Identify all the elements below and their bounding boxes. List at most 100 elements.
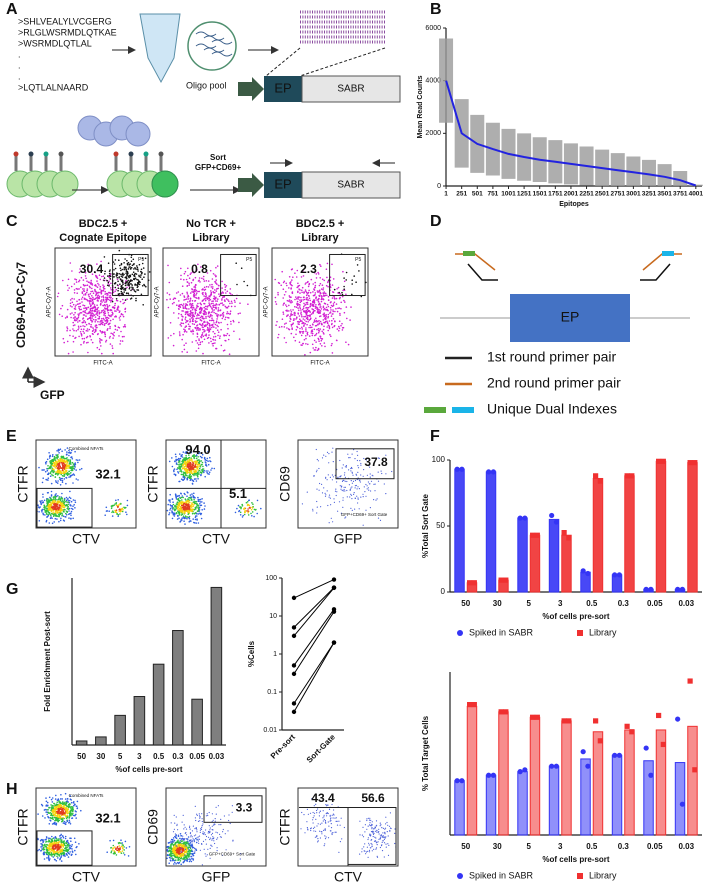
event-dot (195, 522, 197, 524)
event-dot (184, 523, 186, 525)
receptor-tip (13, 151, 19, 157)
event-dot (301, 289, 303, 292)
panel-label: A (6, 1, 18, 18)
event-dot (351, 467, 353, 469)
event-dot (209, 324, 211, 327)
event-dot (73, 319, 76, 322)
event-dot (57, 480, 59, 482)
event-dot (345, 341, 347, 344)
event-dot (186, 477, 188, 480)
event-dot (295, 333, 297, 336)
event-dot (204, 459, 207, 461)
event-dot (339, 312, 341, 315)
event-dot (71, 467, 74, 470)
event-dot (66, 284, 69, 287)
event-dot (231, 302, 233, 304)
event-dot (108, 274, 111, 277)
event-dot (376, 498, 378, 500)
event-dot (196, 513, 198, 515)
event-dot (197, 290, 199, 293)
plot-title: BDC2.5 + (296, 218, 345, 230)
event-dot (227, 338, 230, 341)
event-dot (66, 467, 68, 469)
event-dot (92, 298, 94, 300)
event-dot (190, 304, 193, 306)
event-dot (77, 313, 79, 316)
event-dot (46, 813, 48, 816)
event-dot (45, 512, 48, 515)
event-dot (55, 460, 58, 463)
event-dot (365, 495, 367, 497)
event-dot (366, 488, 368, 490)
event-dot (73, 803, 76, 805)
event-dot (121, 340, 124, 342)
event-dot (319, 343, 322, 345)
event-dot (49, 812, 52, 814)
axis-label: CTFR (15, 465, 31, 502)
event-dot (115, 511, 118, 514)
event-dot (209, 460, 212, 463)
event-dot (295, 329, 298, 331)
event-dot (188, 328, 190, 330)
event-dot (318, 289, 321, 292)
event-dot (198, 500, 200, 503)
event-dot (199, 312, 201, 315)
event-dot (196, 504, 198, 506)
event-dot (318, 284, 321, 287)
event-dot (85, 315, 87, 317)
event-dot (47, 479, 49, 481)
event-dot (324, 495, 327, 497)
event-dot (301, 315, 303, 318)
event-dot (195, 350, 198, 352)
event-dot (88, 328, 91, 331)
event-dot (312, 283, 315, 285)
event-dot (306, 281, 309, 284)
event-dot (75, 817, 77, 819)
event-dot (283, 323, 286, 325)
event-dot (323, 309, 325, 311)
event-dot (84, 275, 87, 277)
event-dot (197, 522, 200, 524)
event-dot (84, 311, 87, 314)
event-dot (339, 485, 341, 487)
event-dot (305, 290, 307, 293)
event-dot (200, 517, 203, 520)
event-dot (56, 471, 59, 473)
event-dot (75, 813, 77, 816)
event-dot (64, 509, 66, 511)
event-dot (192, 468, 194, 471)
event-dot (200, 504, 203, 507)
event-dot (368, 465, 370, 467)
event-dot (240, 267, 243, 270)
event-dot (100, 260, 102, 263)
event-dot (82, 288, 84, 290)
event-dot (226, 290, 229, 293)
event-dot (319, 291, 321, 294)
event-dot (49, 497, 52, 500)
event-dot (63, 499, 66, 502)
event-dot (348, 469, 350, 471)
event-dot (303, 315, 305, 318)
event-dot (321, 492, 324, 494)
event-dot (200, 472, 203, 474)
event-dot (50, 471, 52, 473)
event-dot (191, 300, 194, 302)
event-dot (360, 464, 362, 466)
event-dot (91, 287, 93, 290)
event-dot (80, 335, 83, 337)
event-dot (193, 465, 195, 467)
event-dot (331, 474, 333, 476)
event-dot (332, 303, 335, 305)
event-dot (299, 299, 301, 301)
event-dot (107, 298, 110, 301)
event-dot (320, 300, 323, 303)
event-dot (66, 316, 68, 319)
event-dot (51, 460, 53, 463)
event-dot (188, 308, 190, 310)
event-dot (120, 313, 123, 316)
event-dot (307, 310, 309, 313)
event-dot (61, 500, 63, 503)
event-dot (57, 508, 59, 511)
event-dot (75, 278, 78, 281)
